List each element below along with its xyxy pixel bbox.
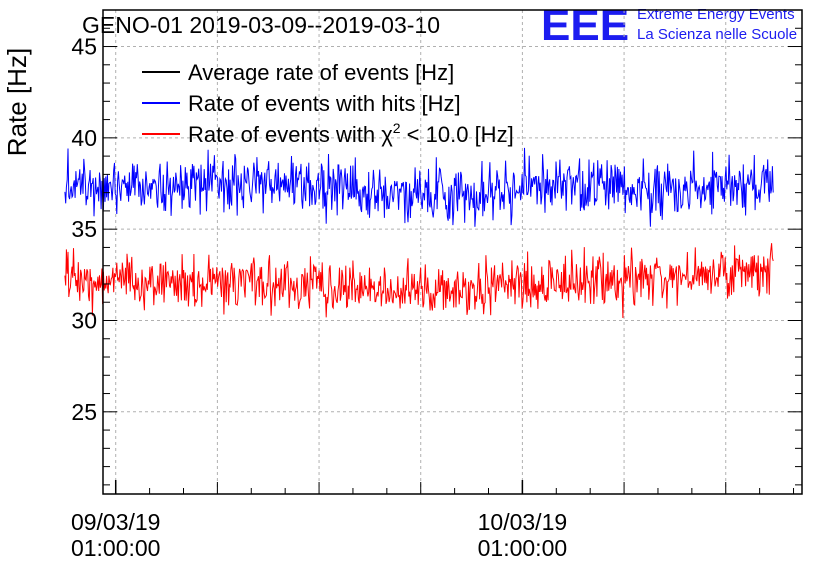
x-tick-date-1: 10/03/19 bbox=[478, 509, 568, 535]
plot-border bbox=[102, 9, 803, 495]
logo-line1: Extreme Energy Events bbox=[637, 6, 795, 23]
series-line-1 bbox=[64, 147, 774, 227]
eee-logo: EEE Extreme Energy Events La Scienza nel… bbox=[541, 1, 797, 50]
y-tick-label-35: 35 bbox=[71, 216, 97, 242]
y-axis-label: Rate [Hz] bbox=[2, 48, 32, 156]
legend-chi2-main: Rate of events with χ bbox=[188, 122, 393, 147]
grid-lines bbox=[103, 10, 802, 494]
y-axis-ticks: 25 30 35 40 45 bbox=[71, 34, 97, 425]
legend-label-hits: Rate of events with hits [Hz] bbox=[188, 91, 461, 116]
x-tick-time-1: 01:00:00 bbox=[478, 535, 568, 561]
legend: Average rate of events [Hz] Rate of even… bbox=[142, 60, 514, 147]
y-tick-label-40: 40 bbox=[71, 125, 97, 151]
plot-frame bbox=[102, 9, 803, 495]
y-tick-label-45: 45 bbox=[71, 34, 97, 60]
legend-chi2-tail: < 10.0 [Hz] bbox=[401, 122, 514, 147]
legend-label-chi2: Rate of events with χ2 < 10.0 [Hz] bbox=[188, 120, 514, 147]
chart-title: GENO-01 2019-03-09--2019-03-10 bbox=[82, 12, 440, 38]
legend-label-average: Average rate of events [Hz] bbox=[188, 60, 454, 85]
series-layer bbox=[64, 147, 774, 319]
series-line-2 bbox=[64, 243, 774, 319]
legend-chi2-sup: 2 bbox=[393, 120, 401, 136]
y-tick-label-30: 30 bbox=[71, 307, 97, 333]
x-tick-date-0: 09/03/19 bbox=[71, 509, 161, 535]
y-tick-label-25: 25 bbox=[71, 399, 97, 425]
logo-mark: EEE bbox=[541, 1, 629, 50]
logo-line2: La Scienza nelle Scuole bbox=[637, 26, 797, 43]
x-tick-time-0: 01:00:00 bbox=[71, 535, 161, 561]
